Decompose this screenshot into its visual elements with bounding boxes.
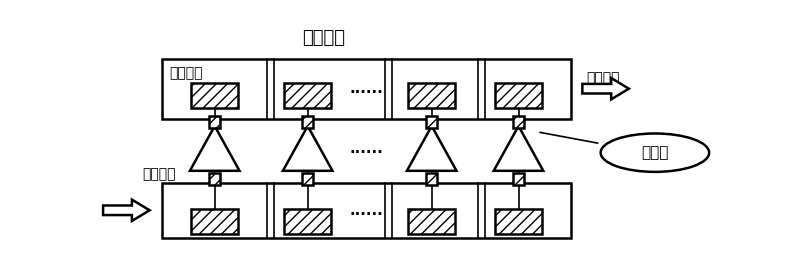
Bar — [409, 83, 455, 108]
Text: 输入波导: 输入波导 — [142, 168, 176, 182]
Polygon shape — [582, 78, 629, 99]
Text: 放大器: 放大器 — [642, 145, 669, 160]
Text: 耦合探针: 耦合探针 — [170, 66, 203, 80]
Polygon shape — [283, 126, 333, 171]
Bar — [426, 116, 438, 128]
Text: 输出波导: 输出波导 — [586, 72, 620, 86]
Ellipse shape — [601, 134, 709, 172]
Bar — [209, 173, 220, 185]
Bar — [302, 173, 314, 185]
Bar — [162, 183, 571, 238]
Bar — [285, 209, 331, 234]
Bar — [495, 83, 542, 108]
Bar — [209, 116, 220, 128]
Polygon shape — [494, 126, 543, 171]
Text: 匹配元件: 匹配元件 — [302, 29, 345, 47]
Text: ......: ...... — [350, 81, 383, 96]
Polygon shape — [103, 200, 150, 221]
Polygon shape — [190, 126, 239, 171]
Text: ......: ...... — [350, 203, 383, 218]
Bar — [513, 116, 524, 128]
Bar — [409, 209, 455, 234]
Polygon shape — [407, 126, 457, 171]
Bar — [495, 209, 542, 234]
Bar — [162, 59, 571, 119]
Bar — [285, 83, 331, 108]
Bar — [513, 173, 524, 185]
Bar — [426, 173, 438, 185]
Bar — [191, 83, 238, 108]
Bar — [191, 209, 238, 234]
Bar — [302, 116, 314, 128]
Text: ......: ...... — [350, 141, 383, 156]
